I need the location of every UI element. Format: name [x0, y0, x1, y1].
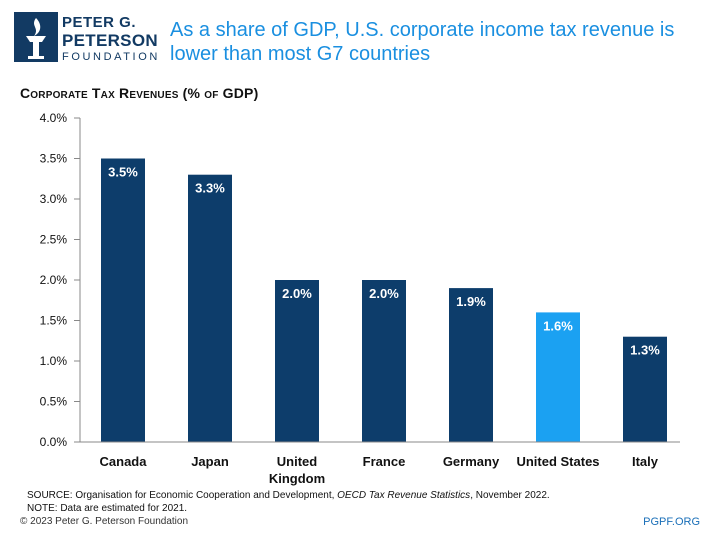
chart-title: Corporate Tax Revenues (% of GDP) — [20, 85, 259, 101]
bar — [101, 158, 145, 442]
logo-text-line2: PETERSON — [62, 31, 158, 50]
x-tick-label: Japan — [191, 454, 229, 469]
logo-text-line1: PETER G. — [62, 14, 137, 31]
x-tick-label: France — [363, 454, 406, 469]
bar — [275, 280, 319, 442]
data-label: 2.0% — [369, 286, 399, 301]
site-link[interactable]: PGPF.ORG — [643, 516, 700, 528]
bar — [623, 336, 667, 442]
x-tick-label: Canada — [100, 454, 148, 469]
data-label: 1.3% — [630, 343, 660, 358]
y-tick-label: 3.5% — [40, 152, 68, 166]
x-tick-label: Germany — [443, 454, 500, 469]
bar-chart: 0.0% 0.5% 1.0% 1.5% 2.0% 2.5% 3.0% 3.5% 4.0% 3.5%… — [40, 111, 680, 486]
y-tick-label: 1.5% — [40, 314, 68, 328]
data-label: 3.5% — [108, 165, 138, 180]
source-suffix: , November 2022. — [470, 490, 550, 501]
copyright: © 2023 Peter G. Peterson Foundation — [20, 516, 189, 527]
y-tick-label: 4.0% — [40, 111, 68, 125]
y-tick-label: 3.0% — [40, 192, 68, 206]
data-label: 2.0% — [282, 286, 312, 301]
headline: As a share of GDP, U.S. corporate income… — [170, 19, 675, 65]
logo: PETER G. PETERSON FOUNDATION — [14, 12, 164, 64]
torch-logo-icon — [14, 12, 58, 62]
x-tick-label: United — [277, 454, 318, 469]
bar — [188, 174, 232, 442]
bar — [449, 288, 493, 442]
y-tick-label: 0.5% — [40, 395, 68, 409]
x-tick-label: Kingdom — [269, 471, 325, 486]
bar — [536, 312, 580, 442]
y-tick-label: 0.0% — [40, 435, 68, 449]
source-prefix: SOURCE: Organisation for Economic Cooper… — [27, 490, 338, 501]
source-title: OECD Tax Revenue Statistics — [337, 490, 471, 501]
data-note: NOTE: Data are estimated for 2021. — [27, 503, 188, 514]
y-tick-label: 2.5% — [40, 233, 68, 247]
y-tick-label: 2.0% — [40, 273, 68, 287]
bar — [362, 280, 406, 442]
data-label: 3.3% — [195, 181, 225, 196]
source-note: SOURCE: Organisation for Economic Cooper… — [27, 490, 550, 501]
data-label: 1.6% — [543, 318, 573, 333]
data-label: 1.9% — [456, 294, 486, 309]
logo-text-line3: FOUNDATION — [62, 51, 160, 63]
x-tick-label: Italy — [632, 454, 659, 469]
y-tick-label: 1.0% — [40, 354, 68, 368]
x-tick-label: United States — [516, 454, 599, 469]
